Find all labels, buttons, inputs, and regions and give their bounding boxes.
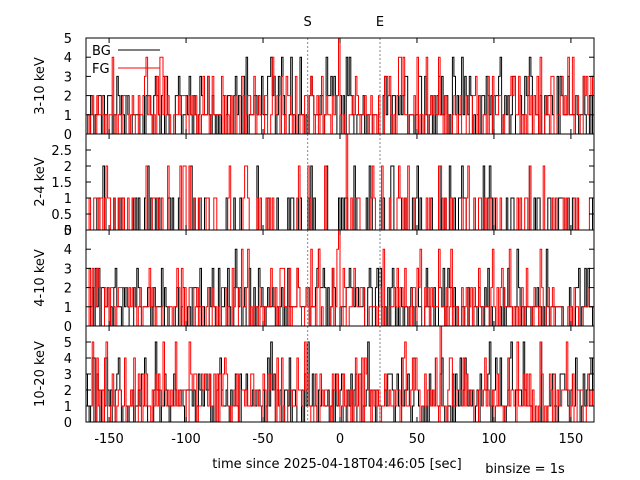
y-tick-label: 3 (64, 70, 72, 85)
y-tick-label: 1.5 (51, 176, 72, 191)
binsize-label: binsize = 1s (485, 462, 565, 477)
y-tick-label: 5 (64, 336, 72, 351)
panel-3: 0 1 2 3 4 5 4-10 keV (33, 224, 595, 335)
panel-2: 00.511.522.52-4 keV (33, 133, 595, 239)
x-tick-label: -50 (252, 432, 273, 447)
x-tick-label: 50 (409, 432, 426, 447)
y-tick-label: 1 (64, 192, 72, 207)
fg-series-line (86, 325, 594, 423)
y-tick-label: 2 (64, 160, 72, 175)
x-tick-label: -150 (94, 432, 124, 447)
y-axis-label: 3-10 keV (33, 57, 48, 115)
panel-1: 0 1 2 3 4 5 3-10 keV (33, 32, 595, 143)
y-axis-label: 4-10 keV (33, 249, 48, 307)
x-tick-label: 100 (482, 432, 507, 447)
y-axis-label: 2-4 keV (33, 157, 48, 206)
legend: BG FG (92, 44, 160, 77)
marker-label-s: S (304, 15, 312, 30)
y-tick-label: 0 (64, 416, 72, 431)
y-tick-label: 0 (64, 224, 72, 239)
y-tick-label: 0 (64, 320, 72, 335)
y-tick-label: 4 (64, 243, 72, 258)
y-tick-label: 1 (64, 301, 72, 316)
y-tick-label: 2 (64, 384, 72, 399)
y-tick-label: 3 (64, 262, 72, 277)
y-tick-label: 2 (64, 90, 72, 105)
x-axis-label: time since 2025-04-18T04:46:05 [sec] (212, 457, 461, 472)
x-tick-label: 150 (558, 432, 583, 447)
x-tick-label: 0 (336, 432, 344, 447)
y-tick-label: 1 (64, 400, 72, 415)
legend-label-bg: BG (92, 44, 111, 59)
x-tick-label: -100 (171, 432, 201, 447)
y-tick-label: 4 (64, 51, 72, 66)
y-tick-label: 4 (64, 352, 72, 367)
y-tick-label: 0 (64, 128, 72, 143)
y-tick-label: 5 (64, 32, 72, 47)
y-axis-label: 10-20 keV (33, 341, 48, 407)
y-tick-label: 0.5 (51, 208, 72, 223)
y-tick-label: 2.5 (51, 144, 72, 159)
y-tick-label: 2 (64, 282, 72, 297)
y-tick-label: 3 (64, 368, 72, 383)
y-tick-label: 5 (64, 224, 72, 239)
legend-label-fg: FG (92, 62, 110, 77)
marker-label-e: E (376, 15, 384, 30)
y-tick-label: 1 (64, 109, 72, 124)
x-axis: -150 -100 -50 0 50 100 150 (94, 432, 583, 447)
